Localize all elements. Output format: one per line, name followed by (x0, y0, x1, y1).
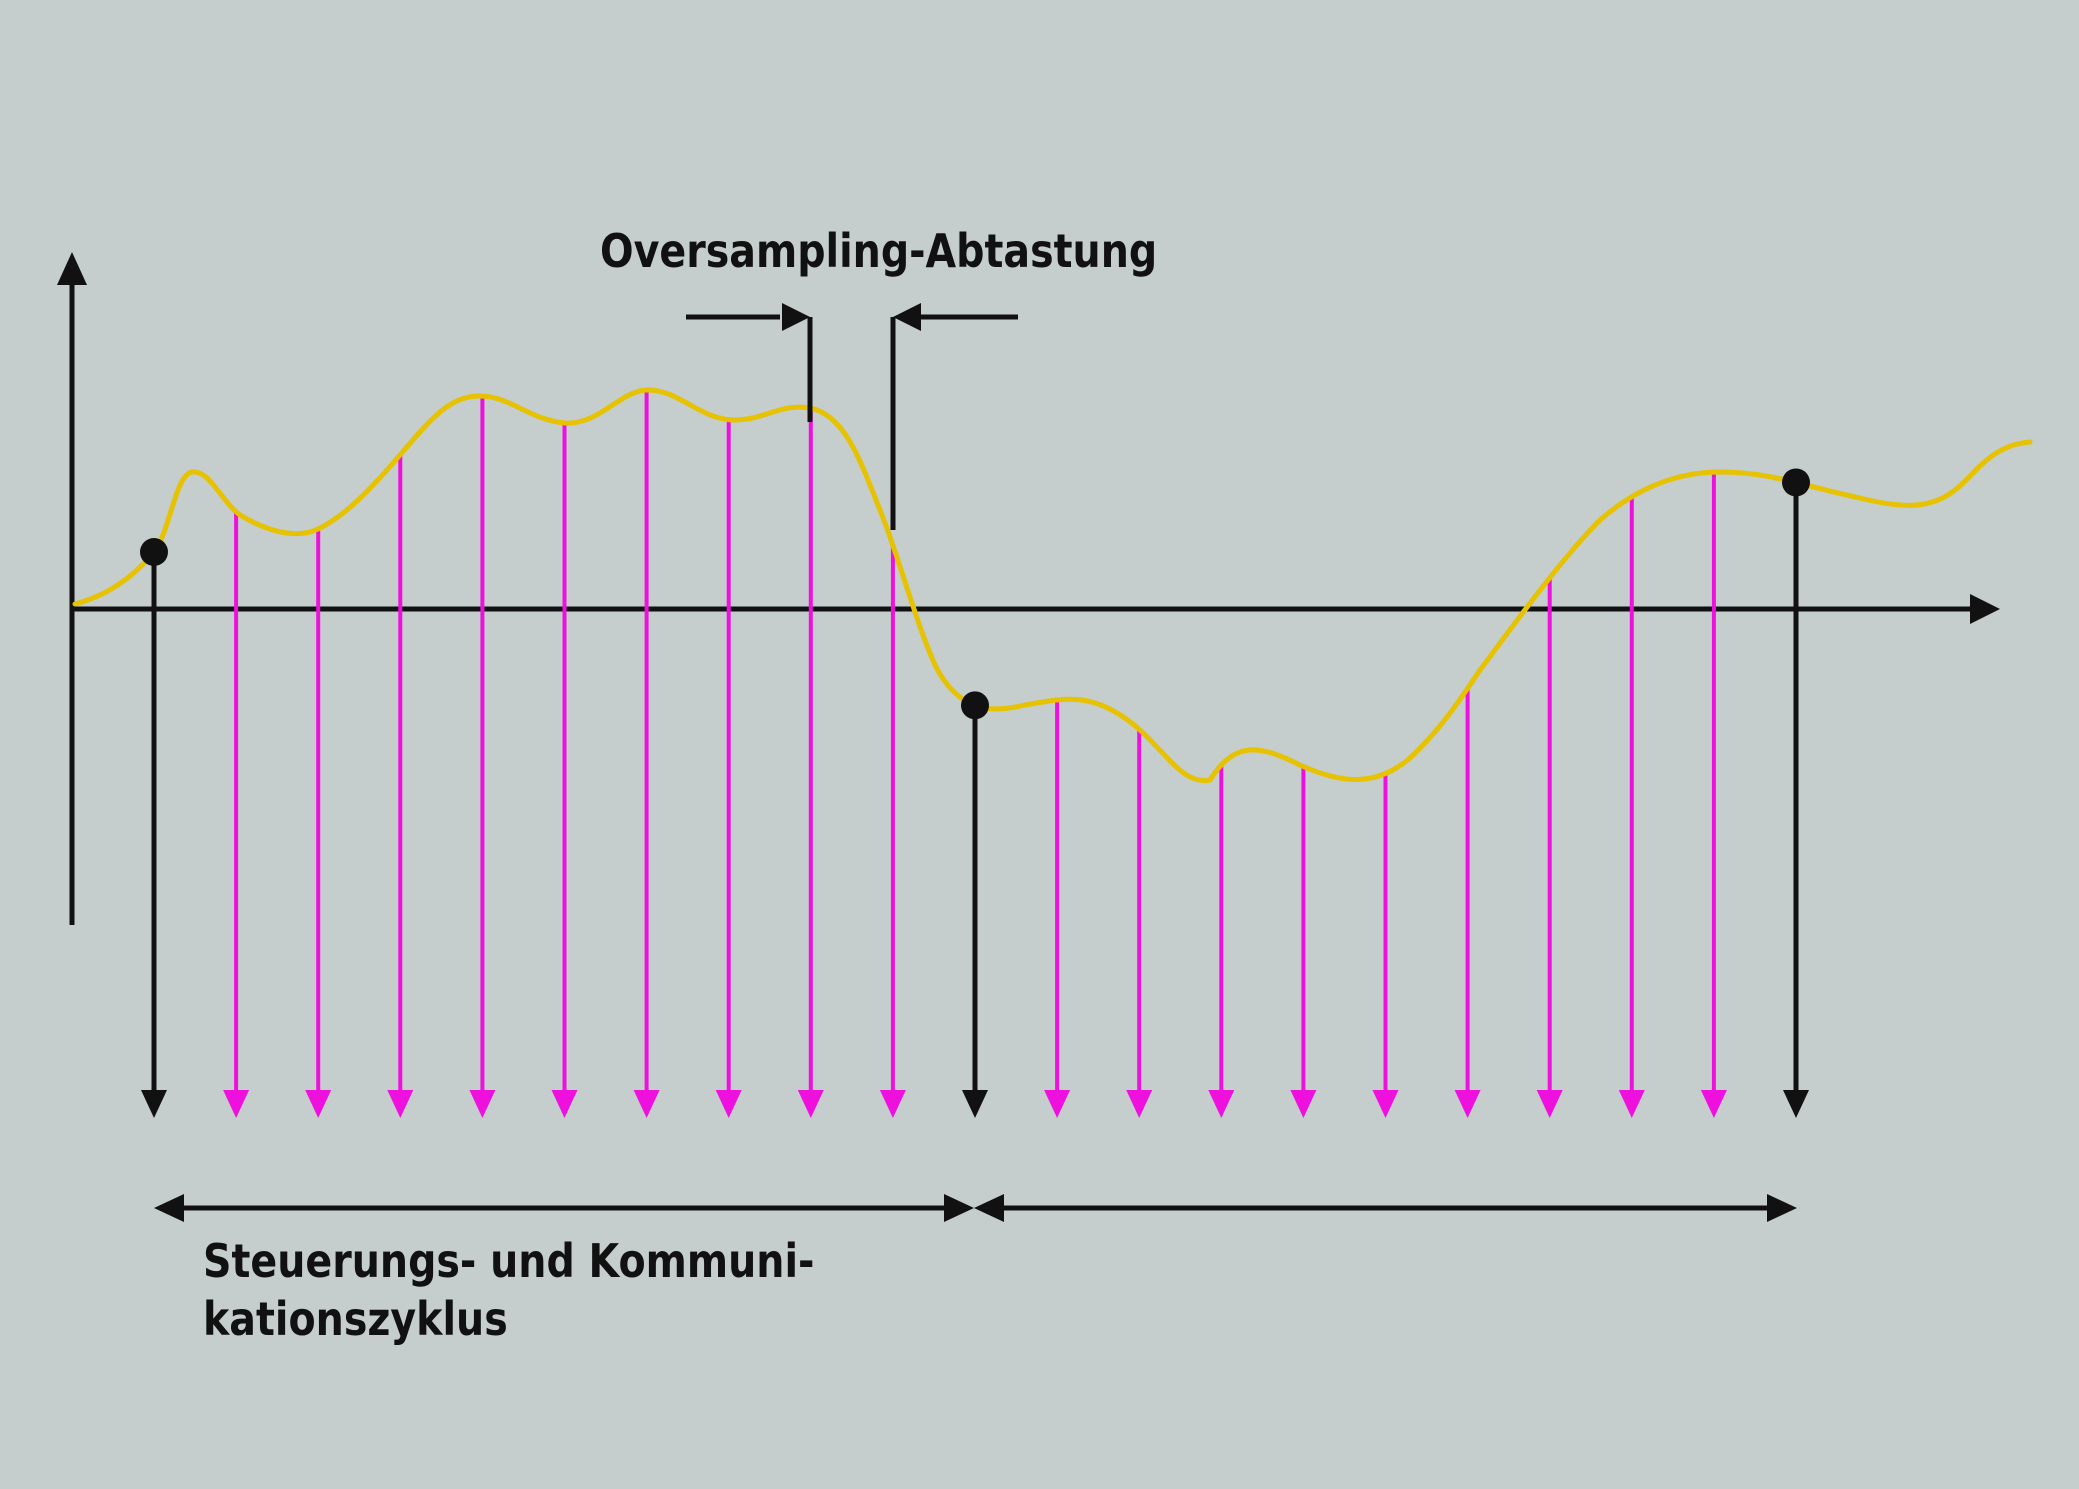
sample-arrowhead (1208, 1090, 1235, 1118)
marker-arrowhead-right (782, 303, 810, 331)
oversampling-sample-arrow (797, 408, 824, 1118)
oversampling-sample-arrow (387, 454, 414, 1118)
sample-arrowhead (633, 1090, 660, 1118)
cycle-label: Steuerungs- und Kommuni- kationszyklus (203, 1232, 814, 1348)
oversampling-sample-arrow (305, 528, 332, 1118)
sample-arrowhead (1372, 1090, 1399, 1118)
sample-arrows (141, 390, 1809, 1118)
y-axis (57, 252, 87, 925)
sample-arrowhead (715, 1090, 742, 1118)
cycle-label-line-2: kationszyklus (203, 1292, 508, 1346)
sample-arrowhead (1536, 1090, 1563, 1118)
sample-arrowhead (223, 1090, 250, 1118)
cycle-sample-arrow (141, 552, 167, 1118)
oversampling-sample-arrow (715, 419, 742, 1118)
oversampling-label: Oversampling-Abtastung (600, 224, 1158, 278)
cycle-span-2-start (974, 1194, 1004, 1222)
signal-curve (72, 387, 2033, 784)
sample-arrowhead (305, 1090, 332, 1118)
sample-arrowhead (1618, 1090, 1645, 1118)
oversampling-sample-arrow (633, 390, 660, 1118)
sample-arrowhead (1454, 1090, 1481, 1118)
oversampling-sample-arrow (223, 511, 250, 1118)
x-axis (72, 594, 2000, 624)
oversampling-sample-arrow (879, 545, 906, 1118)
oversampling-sample-arrow (1126, 729, 1153, 1118)
sample-arrowhead (797, 1090, 824, 1118)
sample-arrowhead (1700, 1090, 1727, 1118)
sample-arrowhead (1290, 1090, 1317, 1118)
x-axis-arrowhead (1970, 594, 2000, 624)
oversampling-sample-arrow (1454, 688, 1481, 1118)
oversampling-sample-arrow (1208, 764, 1235, 1118)
sample-arrowhead (551, 1090, 578, 1118)
cycle-sample-points (140, 468, 1810, 720)
cycle-label-line-1: Steuerungs- und Kommuni- (203, 1234, 815, 1288)
sample-arrowhead (879, 1090, 906, 1118)
oversampling-sample-arrow (469, 396, 496, 1118)
cycle-sample-dot (961, 691, 989, 720)
marker-arrowhead-left (893, 303, 921, 331)
cycle-span-arrows (154, 1194, 1797, 1222)
sample-arrowhead (141, 1090, 167, 1118)
sample-arrowhead (1044, 1090, 1071, 1118)
oversampling-sample-arrow (1536, 577, 1563, 1118)
cycle-sample-arrow (1783, 482, 1809, 1118)
cycle-span-1-end (944, 1194, 974, 1222)
oversampling-sample-arrow (1044, 699, 1071, 1118)
oversampling-sample-arrow (1700, 472, 1727, 1118)
oversampling-sample-arrow (1618, 496, 1645, 1118)
sample-arrowhead (1126, 1090, 1153, 1118)
oversampling-sample-arrow (1372, 773, 1399, 1118)
cycle-span-1-start (154, 1194, 184, 1222)
sample-arrowhead (469, 1090, 496, 1118)
y-axis-arrowhead (57, 252, 87, 285)
oversampling-sample-arrow (551, 422, 578, 1118)
cycle-sample-dot (140, 538, 168, 566)
oversampling-sample-arrow (1290, 766, 1317, 1118)
cycle-span-2-end (1767, 1194, 1797, 1222)
sample-arrowhead (1783, 1090, 1809, 1118)
cycle-sample-arrow (962, 705, 988, 1118)
cycle-sample-dot (1782, 468, 1810, 497)
oversampling-marker (686, 303, 1018, 530)
sample-arrowhead (387, 1090, 414, 1118)
sample-arrowhead (962, 1090, 988, 1118)
